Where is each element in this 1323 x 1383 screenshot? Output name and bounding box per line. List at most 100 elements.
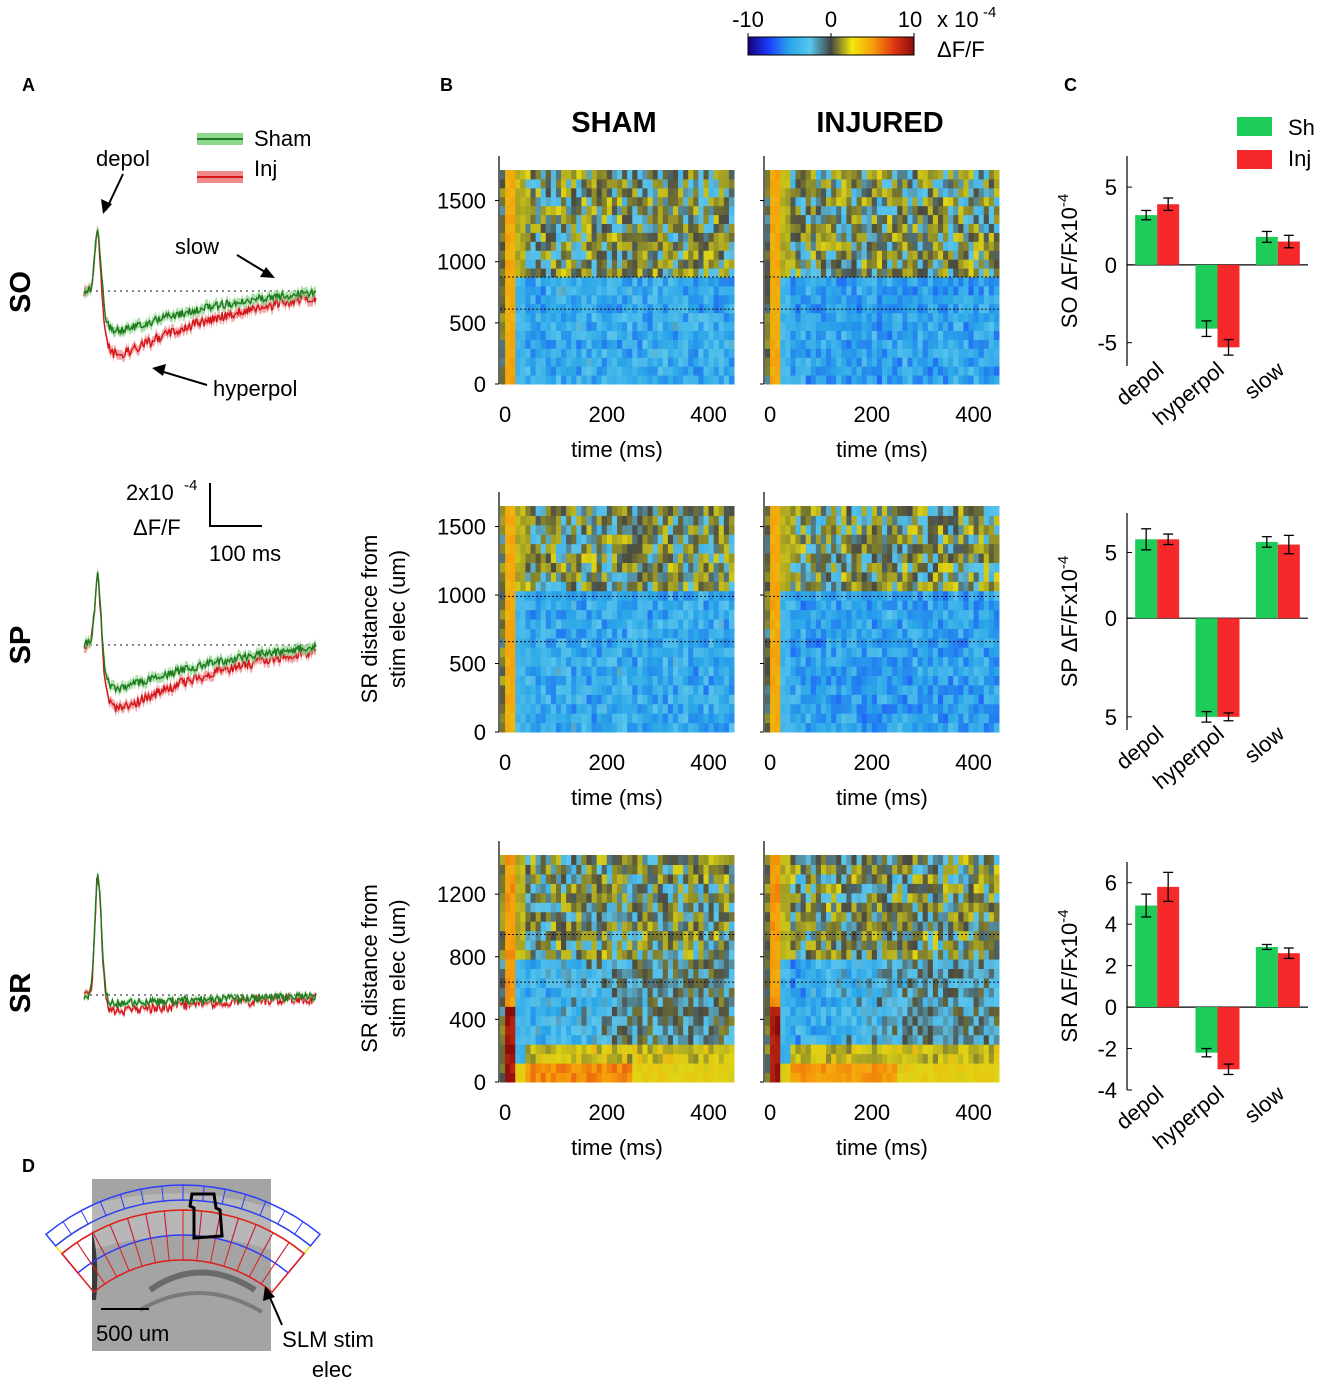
heatmap-cell (927, 666, 934, 676)
heatmap-cell (770, 196, 776, 207)
heatmap-cell (846, 339, 852, 349)
heatmap-cell (545, 996, 552, 1007)
heatmap-cell (826, 675, 832, 686)
heatmap-cell (520, 722, 526, 733)
heatmap-cell (800, 277, 807, 287)
heatmap-cell (826, 330, 832, 340)
heatmap-cell (591, 1053, 598, 1064)
heatmap-cell (866, 303, 873, 314)
heatmap-cell (943, 647, 949, 658)
heatmap-cell (708, 232, 715, 242)
heatmap-cell (622, 628, 628, 639)
heatmap-cell (927, 178, 934, 189)
heatmap-cell (591, 1015, 598, 1026)
heatmap-cell (780, 277, 786, 287)
heatmap-cell (637, 996, 643, 1007)
heatmap-cell (561, 187, 567, 198)
heatmap-cell (993, 703, 1000, 714)
heatmap-cell (657, 170, 664, 180)
heatmap-cell (785, 713, 791, 724)
heatmap-cell (561, 506, 567, 516)
heatmap-cell (988, 303, 995, 314)
heatmap-cell (978, 303, 985, 314)
heatmap-cell (611, 996, 618, 1007)
heatmap-cell (963, 330, 969, 340)
heatmap-cell (907, 277, 914, 287)
heatmap-cell (637, 321, 643, 331)
heatmap-cell (831, 330, 837, 340)
heatmap-cell (510, 196, 516, 207)
heatmap-cell (770, 637, 776, 648)
heatmap-cell (943, 675, 949, 686)
heatmap-cell (851, 553, 858, 563)
heatmap-cell (703, 609, 710, 620)
heatmap-cell (520, 303, 526, 314)
heatmap-cell (851, 348, 858, 358)
heatmap-cell (876, 250, 883, 260)
heatmap-cell (657, 375, 664, 385)
heatmap-cell (831, 268, 837, 278)
heatmap-cell (978, 600, 985, 611)
heatmap-cell (785, 259, 791, 269)
heatmap-cell (520, 285, 526, 296)
heatmap-cell (647, 534, 654, 545)
heatmap-cell (535, 303, 542, 314)
heatmap-cell (535, 277, 542, 287)
heatmap-cell (632, 713, 638, 724)
heatmap-cell (882, 268, 888, 278)
heatmap-cell (617, 1072, 623, 1083)
heatmap-cell (520, 684, 526, 695)
heatmap-cell (688, 1025, 694, 1036)
heatmap-cell (530, 590, 537, 601)
heatmap-cell (882, 506, 888, 516)
heatmap-cell (876, 205, 883, 216)
heatmap-cell (856, 339, 863, 349)
heatmap-cell (820, 285, 827, 296)
heatmap-cell (815, 656, 822, 667)
heatmap-y-tick-label: 0 (474, 720, 486, 745)
heatmap-cell (708, 277, 715, 287)
heatmap-cell (500, 214, 506, 224)
heatmap-cell (723, 590, 730, 601)
row-label-sr: SR (5, 973, 37, 1013)
heatmap-cell (826, 205, 832, 216)
heatmap-cell (596, 543, 603, 554)
heatmap-cell (698, 722, 704, 733)
heatmap-cell (693, 303, 699, 314)
heatmap-cell (637, 223, 643, 233)
heatmap-cell (846, 675, 852, 686)
heatmap-cell (545, 366, 552, 376)
heatmap-cell (667, 600, 674, 611)
heatmap-cell (790, 571, 797, 582)
heatmap-cell (912, 250, 919, 260)
heatmap-cell (785, 609, 791, 620)
heatmap-cell (515, 996, 521, 1007)
heatmap-cell (678, 1006, 684, 1017)
heatmap-cell (667, 339, 674, 349)
heatmap-cell (831, 534, 837, 545)
heatmap-cell (688, 694, 694, 705)
heatmap-cell (647, 694, 654, 705)
heatmap-cell (500, 543, 506, 554)
heatmap-cell (525, 1053, 532, 1064)
heatmap-cell (652, 684, 659, 695)
heatmap-cell (948, 506, 954, 516)
heatmap-cell (765, 178, 771, 189)
heatmap-cell (622, 205, 628, 216)
heatmap-cell (851, 294, 858, 305)
heatmap-cell (576, 312, 582, 323)
heatmap-cell (611, 534, 618, 545)
heatmap-cell (713, 684, 720, 695)
heatmap-cell (571, 987, 577, 998)
heatmap-cell (632, 1025, 638, 1036)
heatmap-cell (591, 666, 598, 676)
heatmap-cell (637, 553, 643, 563)
heatmap-cell (815, 196, 822, 207)
heatmap-cell (993, 375, 1000, 385)
heatmap-cell (657, 703, 664, 714)
heatmap-cell (963, 366, 969, 376)
heatmap-cell (882, 590, 888, 601)
heatmap-cell (652, 321, 659, 331)
heatmap-cell (708, 312, 715, 323)
heatmap-cell (611, 515, 618, 526)
